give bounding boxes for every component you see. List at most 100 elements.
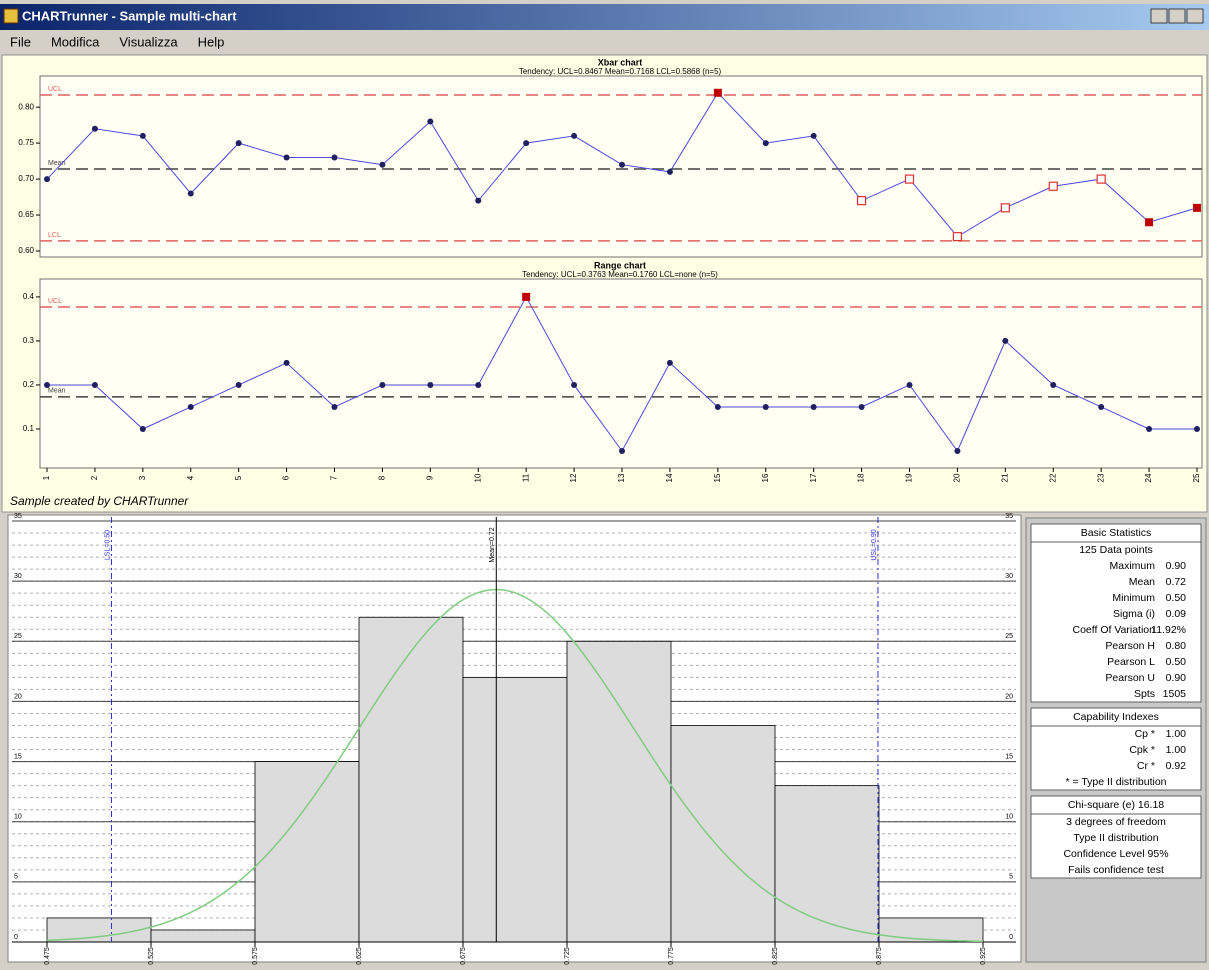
warning-point xyxy=(1048,181,1058,191)
histogram-bar xyxy=(254,761,360,943)
x-tick-label: 13 xyxy=(617,473,626,482)
warning-point xyxy=(904,174,915,184)
menu-item[interactable]: Modifica xyxy=(51,34,100,49)
x-tick-label: 1 xyxy=(42,475,51,480)
x-tick-label: 17 xyxy=(809,473,818,482)
stats-value: 0.90 xyxy=(1166,672,1187,684)
stats-label: Cr * xyxy=(1137,760,1155,772)
x-tick-label: 12 xyxy=(569,473,578,482)
stats-label: Spts xyxy=(1134,688,1155,700)
stats-value: 0.80 xyxy=(1166,640,1187,652)
data-point xyxy=(1002,337,1009,344)
x-tick-label: 0.625 xyxy=(356,947,363,965)
stats-value: 1.00 xyxy=(1166,728,1187,740)
x-tick-label: 25 xyxy=(1192,473,1201,482)
data-point xyxy=(619,447,625,454)
y-tick-label: 0.70 xyxy=(18,174,34,183)
histogram-bar xyxy=(462,676,568,943)
chart-subtitle: Tendency: UCL=0.8467 Mean=0.7168 LCL=0.5… xyxy=(519,67,722,76)
warning-point xyxy=(952,232,963,242)
y-tick-label: 0 xyxy=(14,934,18,941)
histogram-bar xyxy=(150,929,256,943)
stats-label: Minimum xyxy=(1112,592,1155,604)
stats-label: Pearson L xyxy=(1107,656,1155,668)
y-tick-label: 30 xyxy=(14,573,22,580)
data-point xyxy=(139,425,146,432)
stats-heading: Capability Indexes xyxy=(1073,711,1159,723)
maximize-button[interactable] xyxy=(1168,8,1186,24)
stats-box xyxy=(1030,795,1202,879)
y-tick-label: 35 xyxy=(14,513,22,520)
data-point xyxy=(571,381,578,388)
stats-value: 11.92% xyxy=(1151,624,1186,636)
y-tick-label-right: 15 xyxy=(1005,753,1013,760)
y-tick-label: 20 xyxy=(14,693,22,700)
histogram-bar xyxy=(46,917,152,943)
x-tick-label: 16 xyxy=(761,473,770,482)
close-button[interactable] xyxy=(1186,8,1204,24)
stats-value: 1.00 xyxy=(1166,744,1187,756)
data-point xyxy=(187,403,194,410)
x-tick-label: 24 xyxy=(1144,473,1153,482)
y-tick-label: 25 xyxy=(14,633,22,640)
footnote: Sample created by CHARTrunner xyxy=(10,494,189,508)
chart-title: Xbar chart xyxy=(598,57,643,67)
histogram-bar xyxy=(774,785,880,943)
x-tick-label: 23 xyxy=(1096,473,1105,482)
menu-bar xyxy=(0,30,1209,54)
x-tick-label: 0.475 xyxy=(44,947,51,965)
x-tick-label: 8 xyxy=(378,475,387,480)
menu-items: File Modifica Visualizza Help xyxy=(10,34,224,49)
stats-heading: Chi-square (e) 16.18 xyxy=(1068,799,1164,811)
stats-value: 1505 xyxy=(1163,688,1187,700)
menu-item[interactable]: Visualizza xyxy=(119,34,178,49)
data-point xyxy=(1146,425,1153,432)
x-tick-label: 15 xyxy=(713,473,722,482)
control-line-label: Mean xyxy=(48,388,66,395)
y-tick-label-right: 5 xyxy=(1009,874,1013,881)
stats-text: Type II distribution xyxy=(1073,832,1158,844)
histogram-bar xyxy=(878,917,984,943)
stats-box xyxy=(1030,523,1202,703)
stats-text: 3 degrees of freedom xyxy=(1066,816,1166,828)
warning-point xyxy=(1096,174,1106,184)
data-point xyxy=(954,447,961,454)
stats-value: 0.72 xyxy=(1166,576,1187,588)
y-tick-label-right: 25 xyxy=(1005,633,1013,640)
menu-item[interactable]: Help xyxy=(198,34,225,49)
stats-value: 0.90 xyxy=(1166,560,1187,572)
chart-subtitle: Tendency: UCL=0.3763 Mean=0.1760 LCL=non… xyxy=(522,270,718,279)
y-tick-label: 0.75 xyxy=(18,138,34,147)
y-tick-label: 0.3 xyxy=(23,336,35,345)
stats-label: Coeff Of Variation xyxy=(1073,624,1156,636)
menu-item[interactable]: File xyxy=(10,34,31,49)
data-point xyxy=(283,154,290,161)
data-point xyxy=(91,381,98,388)
plot-area xyxy=(39,278,1203,469)
app-icon xyxy=(3,8,19,24)
stats-label: Mean xyxy=(1129,576,1155,588)
y-tick-label: 0.80 xyxy=(18,102,34,111)
y-tick-label: 0.1 xyxy=(23,424,35,433)
y-tick-label: 5 xyxy=(14,874,18,881)
data-point xyxy=(475,381,482,388)
y-tick-label-right: 20 xyxy=(1005,693,1013,700)
data-point xyxy=(427,118,434,125)
data-point xyxy=(666,168,673,175)
data-point xyxy=(475,197,482,204)
stats-box xyxy=(1030,707,1202,791)
histogram-bar xyxy=(670,725,776,943)
window-title: CHARTrunner - Sample multi-chart xyxy=(22,8,237,23)
stats-text: 125 Data points xyxy=(1079,544,1153,556)
stats-label: Pearson H xyxy=(1105,640,1155,652)
histogram-bar xyxy=(358,616,464,943)
data-point xyxy=(810,132,817,139)
minimize-button[interactable] xyxy=(1150,8,1168,24)
x-tick-label: 0.725 xyxy=(564,947,571,965)
stats-value: 0.50 xyxy=(1166,656,1187,668)
control-line-label: LCL xyxy=(48,232,61,239)
x-tick-label: 0.575 xyxy=(252,947,259,965)
data-point xyxy=(44,381,50,388)
data-point xyxy=(571,132,578,139)
